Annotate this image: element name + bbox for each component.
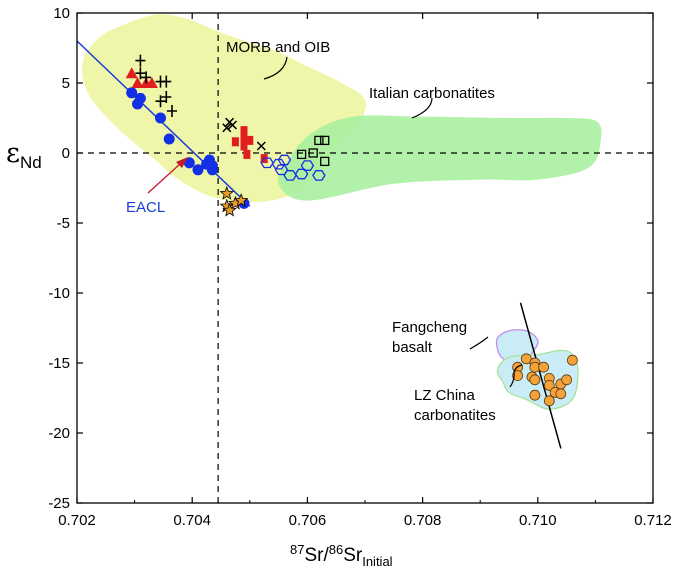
point-orange-circle-2 bbox=[520, 353, 532, 365]
point-filled-square-2 bbox=[240, 126, 248, 136]
point-filled-triangle-0 bbox=[125, 67, 138, 79]
point-star-0 bbox=[219, 185, 235, 200]
y-axis-title: εNd bbox=[6, 138, 42, 172]
trend-lines bbox=[76, 40, 562, 449]
point-plus-0 bbox=[135, 54, 146, 67]
point-open-hexagon-6 bbox=[294, 168, 309, 180]
y-tick-label-7: -25 bbox=[48, 495, 70, 512]
point-open-hexagon-2 bbox=[277, 154, 292, 166]
point-orange-circle-16 bbox=[567, 354, 578, 366]
y-tick-label-3: -5 bbox=[57, 215, 70, 232]
point-filled-square-0 bbox=[231, 137, 239, 147]
point-filled-triangle-3 bbox=[145, 77, 158, 88]
lz-leader-line bbox=[509, 364, 523, 388]
point-star-3 bbox=[233, 192, 249, 207]
point-open-hexagon-0 bbox=[260, 157, 274, 169]
eacl-label: EACL bbox=[126, 199, 165, 216]
x-axis-title-sup1: 87 bbox=[290, 542, 304, 557]
y-tick-label-1: 5 bbox=[62, 75, 70, 92]
point-filled-circle-6 bbox=[192, 164, 204, 176]
point-open-square-2 bbox=[314, 135, 324, 146]
point-orange-circle-10 bbox=[543, 379, 555, 391]
fangcheng-label: Fangcheng bbox=[392, 319, 467, 336]
point-x-cross-0 bbox=[222, 123, 232, 133]
trend-line-lz-trend bbox=[519, 302, 562, 449]
point-plus-6 bbox=[161, 91, 172, 103]
morb-leader-line bbox=[263, 56, 288, 80]
x-axis-title-main1: Sr bbox=[304, 545, 324, 566]
x-axis-title: 87Sr/86SrInitial bbox=[290, 542, 393, 569]
point-open-hexagon-7 bbox=[312, 170, 326, 181]
point-open-square-4 bbox=[320, 156, 330, 167]
field-italian-carbonatites bbox=[278, 115, 602, 201]
point-orange-circle-5 bbox=[529, 374, 541, 386]
point-plus-7 bbox=[167, 105, 177, 117]
point-orange-circle-15 bbox=[561, 374, 572, 386]
point-filled-circle-0 bbox=[126, 87, 138, 99]
x-tick-label-1: 0.704 bbox=[173, 512, 211, 529]
y-tick-label-2: 0 bbox=[62, 145, 70, 162]
point-orange-circle-7 bbox=[538, 361, 549, 373]
field-polygons bbox=[82, 14, 602, 410]
point-open-hexagon-4 bbox=[283, 170, 297, 181]
point-orange-circle-9 bbox=[529, 389, 541, 401]
x-axis-title-slash: / bbox=[323, 545, 329, 566]
point-x-cross-3 bbox=[256, 141, 266, 151]
axis-ticks: 0.702 0.704 0.706 0.708 0.710 0.712 10 5 0 -5 -10 -… bbox=[48, 5, 671, 529]
point-filled-triangle-1 bbox=[131, 77, 144, 88]
point-plus-5 bbox=[155, 95, 166, 108]
point-plus-1 bbox=[135, 67, 146, 80]
x-axis-title-sub: Initial bbox=[362, 554, 392, 569]
y-tick-label-0: 10 bbox=[53, 5, 70, 22]
point-orange-circle-12 bbox=[543, 395, 555, 407]
basalt-label: basalt bbox=[392, 339, 433, 356]
data-points bbox=[125, 54, 578, 407]
eacl-arrow bbox=[147, 157, 188, 194]
x-tick-label-3: 0.708 bbox=[404, 512, 442, 529]
y-tick-label-5: -15 bbox=[48, 355, 70, 372]
italian-carbonatites-label: Italian carbonatites bbox=[369, 85, 495, 102]
morb-label: MORB and OIB bbox=[226, 39, 330, 56]
lz-china-label: LZ China bbox=[414, 387, 476, 404]
point-filled-circle-5 bbox=[183, 157, 195, 169]
point-orange-circle-14 bbox=[555, 388, 567, 400]
x-tick-label-4: 0.710 bbox=[519, 512, 557, 529]
point-filled-circle-4 bbox=[163, 133, 175, 145]
point-filled-circle-10 bbox=[206, 160, 218, 172]
point-open-square-0 bbox=[296, 149, 307, 160]
point-filled-square-3 bbox=[240, 134, 248, 144]
x-tick-label-0: 0.702 bbox=[58, 512, 96, 529]
point-star-4 bbox=[222, 202, 237, 217]
point-plus-2 bbox=[141, 71, 152, 84]
fangcheng-leader-line bbox=[469, 336, 489, 350]
carbonatites-label: carbonatites bbox=[414, 407, 496, 424]
point-x-cross-2 bbox=[227, 120, 238, 130]
point-open-hexagon-1 bbox=[271, 158, 286, 170]
point-filled-circle-2 bbox=[134, 92, 146, 104]
y-axis-title-sub: Nd bbox=[20, 153, 42, 172]
point-filled-square-5 bbox=[246, 135, 254, 145]
point-filled-square-1 bbox=[240, 141, 248, 151]
x-tick-label-5: 0.712 bbox=[634, 512, 672, 529]
y-tick-label-6: -20 bbox=[48, 425, 70, 442]
y-axis-title-main: ε bbox=[6, 138, 20, 169]
trend-line-eacl bbox=[76, 40, 251, 207]
point-plus-4 bbox=[161, 75, 172, 88]
x-tick-label-2: 0.706 bbox=[289, 512, 327, 529]
italian-leader-line bbox=[411, 97, 433, 119]
reference-lines bbox=[77, 13, 653, 503]
point-filled-circle-3 bbox=[155, 112, 166, 124]
point-open-hexagon-5 bbox=[300, 160, 315, 171]
point-orange-circle-1 bbox=[512, 370, 523, 382]
point-open-square-3 bbox=[320, 135, 330, 146]
point-filled-square-4 bbox=[243, 149, 251, 159]
point-open-square-1 bbox=[308, 148, 318, 158]
y-tick-label-4: -10 bbox=[48, 285, 70, 302]
x-axis-title-sup2: 86 bbox=[329, 542, 343, 557]
x-axis-title-main2: Sr bbox=[343, 545, 363, 566]
